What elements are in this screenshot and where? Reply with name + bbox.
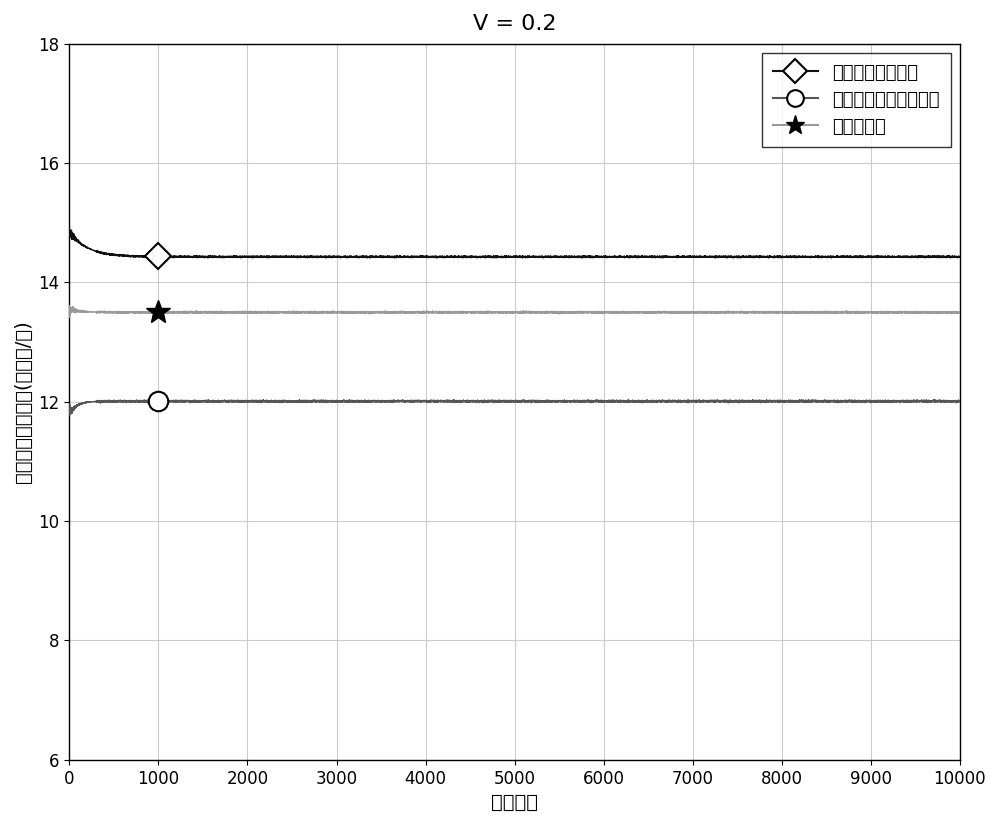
Legend: 统计机器学习方法, 李雅普诺夫预编码方法, 本发明方法: 统计机器学习方法, 李雅普诺夫预编码方法, 本发明方法 [762,53,951,146]
Y-axis label: 系统长期加权速率(兆字节/秒): 系统长期加权速率(兆字节/秒) [14,320,33,483]
X-axis label: 迭代次数: 迭代次数 [491,793,538,812]
Title: V = 0.2: V = 0.2 [473,14,556,34]
